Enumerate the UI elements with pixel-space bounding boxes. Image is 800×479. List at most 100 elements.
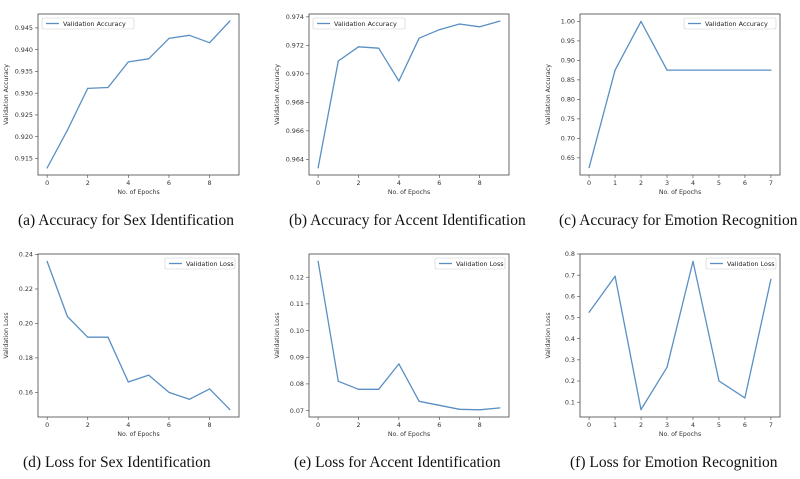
y-tick-label: 0.7 [565,271,575,279]
data-point [499,407,501,409]
legend: Validation Loss [164,257,236,270]
data-point [614,69,616,71]
data-point [208,388,211,390]
y-tick-label: 0.968 [286,99,304,107]
data-point [87,87,89,90]
x-tick-label: 4 [126,179,130,187]
x-tick-label: 3 [665,421,669,429]
y-tick-label: 0.964 [286,156,304,164]
y-tick-label: 0.2 [565,377,575,385]
chart-panel-1: 0 2 4 6 8 0.964 0.966 0.968 0.970 0.972 0.974 No. o… [274,13,526,229]
data-point [588,166,590,169]
x-tick-label: 0 [587,179,591,187]
legend: Validation Accuracy [41,17,135,30]
axes-frame [308,13,510,176]
legend-label: Validation Loss [727,260,775,268]
x-axis-label: No. of Epochs [388,189,430,196]
legend-label: Validation Loss [186,260,234,268]
data-point [770,69,772,71]
y-tick-label: 0.8 [565,250,575,258]
data-point [614,275,616,277]
legend-label: Validation Accuracy [334,20,397,28]
legend-label: Validation Accuracy [63,20,126,28]
data-point [127,61,129,63]
data-point [666,366,668,368]
data-point [127,381,129,383]
x-axis-label: No. of Epochs [388,431,430,438]
y-tick-label: 0.75 [561,115,575,123]
chart-panel-2: 0 1 2 3 4 5 6 7 0.65 0.70 0.75 0.80 0.85 0.90 0.95 1.00… [545,13,798,229]
chart-panel-3: 0 2 4 6 8 0.16 0.18 0.20 0.22 0.24 No. of Epochs Va… [3,251,240,471]
x-tick-label: 8 [478,179,482,187]
data-point [66,315,69,318]
data-point [418,37,420,39]
data-point [357,46,360,48]
x-tick-label: 5 [717,421,721,429]
x-tick-label: 7 [769,179,773,187]
legend: Validation Accuracy [312,17,406,30]
y-tick-label: 0.930 [15,89,33,97]
x-tick-label: 6 [437,421,441,429]
data-point [188,398,190,400]
data-point [188,34,190,36]
data-point [718,69,720,71]
legend-box [683,17,777,30]
y-tick-label: 0.85 [561,76,575,84]
y-axis-label: Validation Loss [274,312,281,358]
panel-caption: (b) Accuracy for Accent Identification [289,212,526,229]
series-line [588,260,772,411]
y-tick-label: 0.935 [15,68,33,76]
x-tick-label: 6 [437,179,441,187]
y-axis-label: Validation Accuracy [3,64,10,125]
x-tick-label: 4 [691,421,695,429]
y-tick-label: 0.970 [286,70,304,78]
legend-label: Validation Loss [456,260,504,268]
data-point [148,374,150,376]
data-point [107,86,109,89]
x-axis-label: No. of Epochs [659,431,701,438]
data-point [357,388,360,390]
y-tick-label: 0.974 [286,13,304,21]
y-tick-label: 0.65 [561,154,575,162]
data-point [458,408,461,410]
axes-frame [579,13,781,176]
legend: Validation Loss [705,257,777,270]
legend-box [434,257,506,270]
x-tick-label: 7 [769,421,773,429]
legend-label: Validation Accuracy [705,20,768,28]
axes-frame [37,253,240,418]
x-tick-label: 6 [167,421,171,429]
x-tick-label: 6 [743,421,747,429]
x-tick-label: 6 [743,179,747,187]
data-point [208,42,211,44]
legend-box [312,17,406,30]
y-tick-label: 0.920 [15,133,33,141]
data-point [168,391,170,393]
data-point [46,167,48,169]
data-point [317,167,319,169]
x-tick-label: 2 [86,179,90,187]
y-tick-label: 0.945 [15,24,33,32]
data-point [692,69,694,71]
legend-box [705,257,777,270]
data-point [168,37,170,39]
x-tick-label: 0 [587,421,591,429]
x-tick-label: 0 [316,421,320,429]
series-line [46,261,231,411]
y-tick-label: 0.940 [15,46,33,54]
y-tick-label: 0.95 [561,37,575,45]
series-line [46,20,231,169]
chart-panel-0: 0 2 4 6 8 0.915 0.920 0.925 0.930 0.935 0.940 0.945… [3,13,240,229]
y-axis-label: Validation Loss [3,312,10,358]
chart-panel-5: 0 1 2 3 4 5 6 7 0.1 0.2 0.3 0.4 0.5 0.6 0.7 0.8 No. of E… [545,250,781,471]
axes-frame [579,253,781,418]
x-tick-label: 4 [691,179,695,187]
x-tick-label: 0 [45,421,49,429]
y-tick-label: 0.3 [565,356,575,364]
data-point [337,380,339,382]
data-point [588,311,590,313]
panel-caption: (c) Accuracy for Emotion Recognition [559,212,798,229]
data-point [744,69,746,71]
y-tick-label: 0.70 [561,135,575,143]
